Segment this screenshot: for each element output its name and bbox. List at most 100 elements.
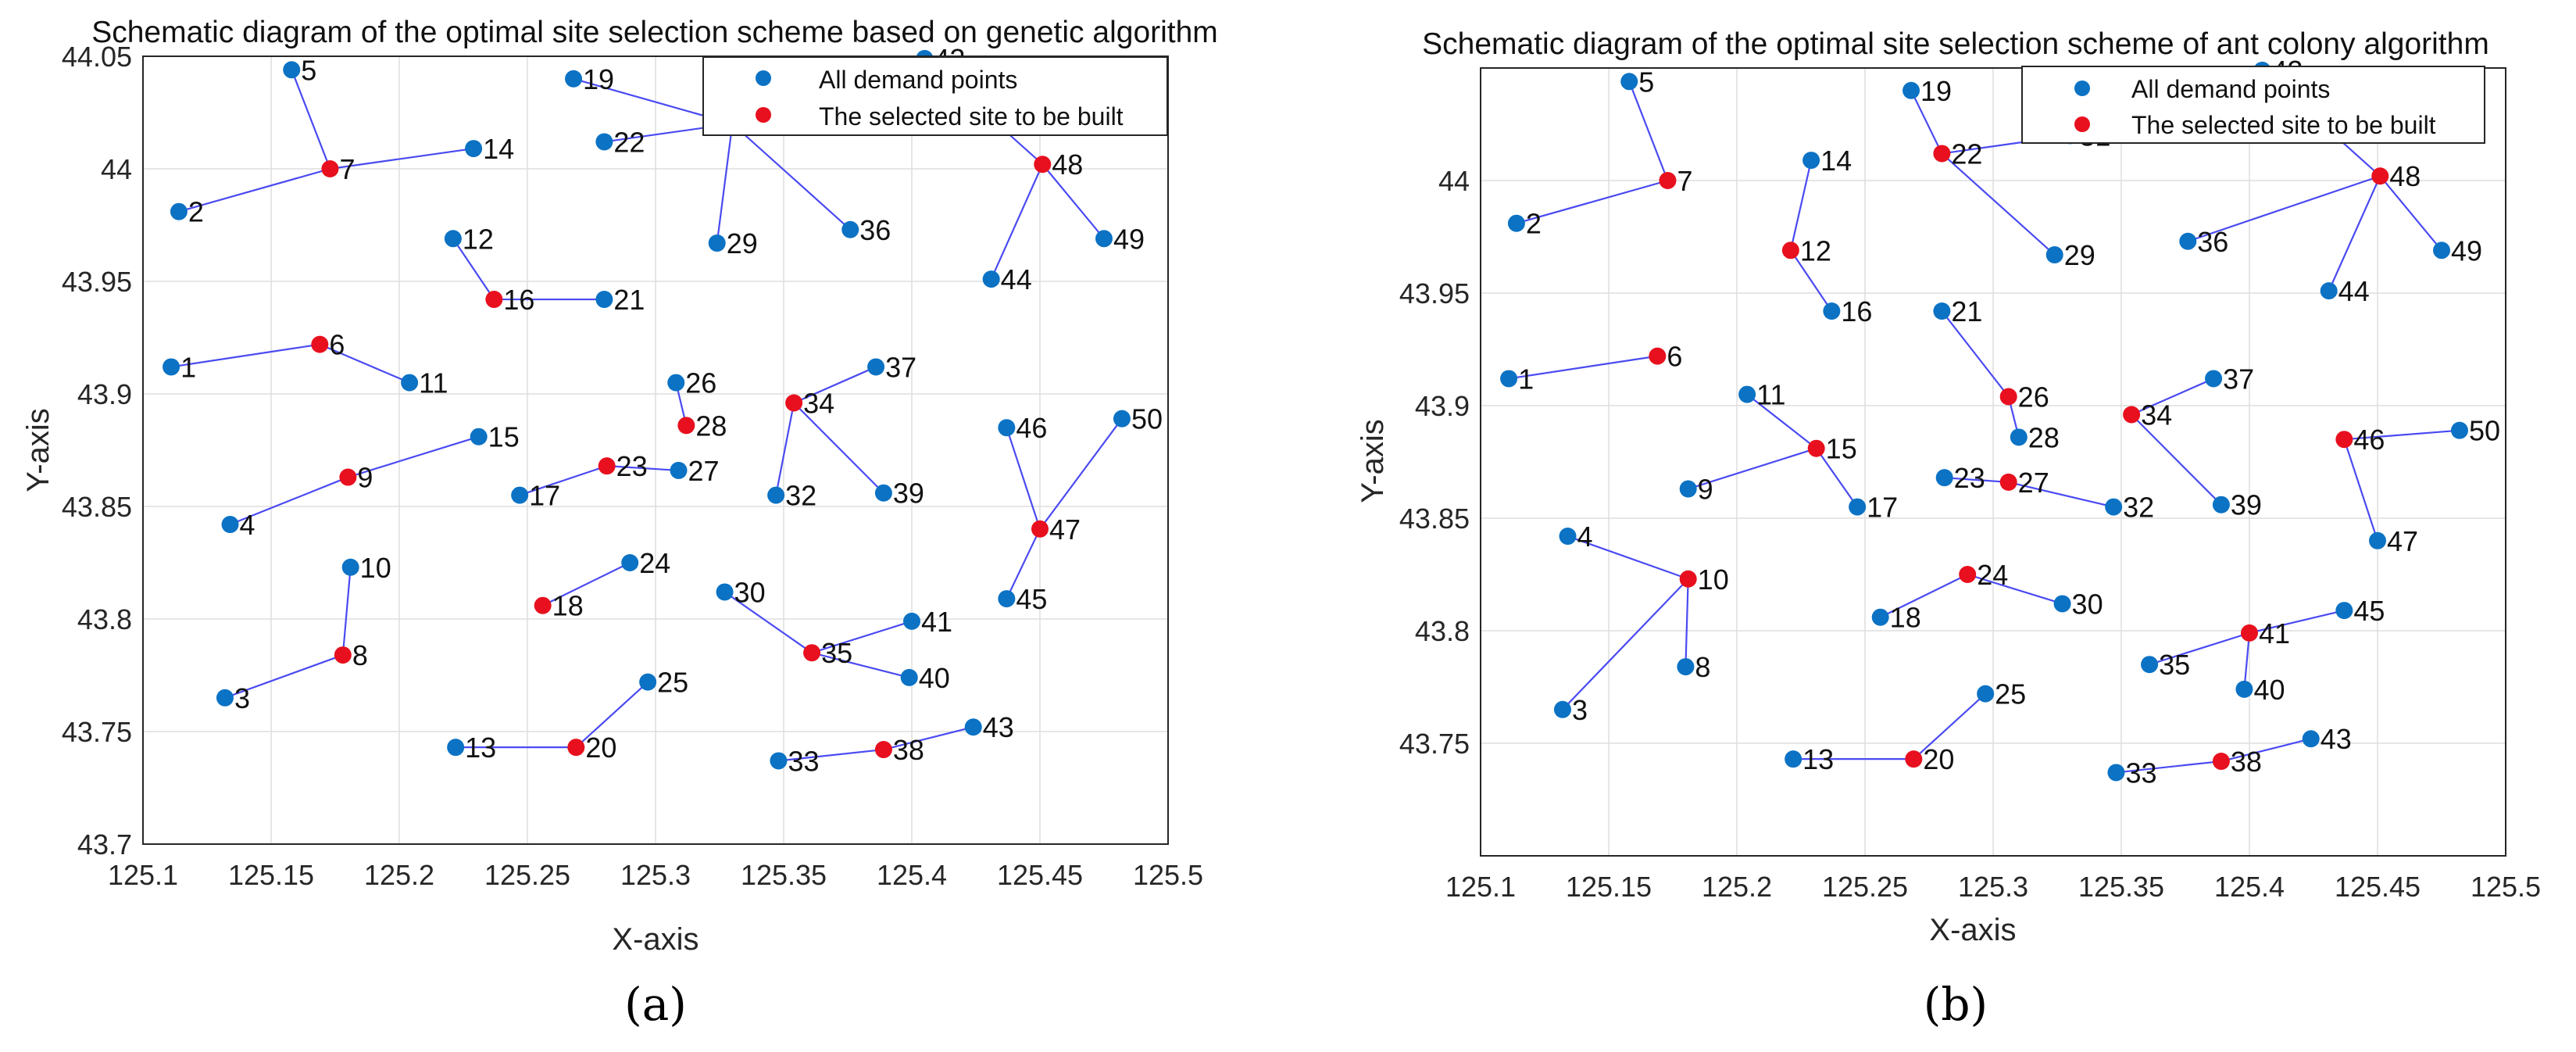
point-label: 15 (1826, 433, 1857, 465)
assignment-link (1944, 477, 2009, 484)
legend-label-demand: All demand points (819, 66, 1017, 94)
point-label: 18 (1890, 602, 1921, 634)
demand-point (1559, 528, 1577, 546)
point-label: 14 (483, 133, 514, 165)
y-axis-label: Y-axis (21, 408, 55, 492)
point-label: 25 (1995, 678, 2026, 710)
legend-marker-demand (756, 70, 771, 86)
assignment-link (1789, 249, 1833, 312)
assignment-link (723, 591, 813, 654)
assignment-link (1508, 355, 1658, 380)
assignment-link (1567, 535, 1689, 580)
chart-title: Schematic diagram of the optimal site se… (91, 16, 1218, 49)
demand-point (1553, 700, 1571, 718)
selected-site-point (1807, 439, 1825, 457)
demand-point (1785, 750, 1802, 768)
point-label: 41 (2259, 617, 2290, 649)
assignment-links (1508, 70, 2460, 774)
point-label: 1 (180, 351, 196, 383)
legend-box (702, 56, 1168, 136)
panel-label-a: (a) (624, 978, 687, 1031)
point-label: 8 (352, 639, 368, 671)
assignment-link (606, 465, 679, 472)
demand-point (1903, 81, 1920, 99)
demand-point (2369, 531, 2386, 549)
point-label: 36 (859, 214, 891, 246)
selected-site-point (1999, 473, 2017, 491)
point-label: 26 (2018, 381, 2049, 413)
point-label: 7 (339, 153, 355, 185)
point-label: 12 (463, 223, 494, 255)
point-label: 49 (1113, 223, 1145, 255)
point-label: 36 (2197, 226, 2228, 258)
assignment-link (2008, 481, 2114, 508)
assignment-link (1562, 578, 1689, 710)
demand-point (767, 486, 785, 504)
assignment-link (2187, 175, 2381, 242)
point-label: 28 (2028, 421, 2060, 453)
y-tick-label: 43.75 (1399, 728, 1470, 760)
point-label: 24 (639, 547, 670, 579)
assignment-link (1516, 179, 1668, 224)
demand-point (670, 461, 688, 479)
y-tick-label: 43.85 (62, 491, 132, 523)
selected-site-point (2371, 167, 2389, 185)
assignment-link (1006, 427, 1041, 530)
demand-point (2302, 730, 2320, 748)
assignment-link (2131, 413, 2222, 506)
legend-marker-selected (2074, 116, 2090, 132)
y-tick-label: 43.95 (1399, 277, 1470, 310)
point-label: 19 (583, 63, 614, 95)
assignment-link (2344, 429, 2460, 441)
point-label: 44 (2338, 275, 2370, 307)
point-label: 6 (1667, 341, 1682, 373)
point-label: 5 (1638, 66, 1654, 98)
assignment-link (319, 343, 410, 384)
point-label: 29 (727, 227, 758, 259)
point-label: 34 (2141, 399, 2172, 431)
y-tick-label: 43.7 (77, 828, 132, 861)
point-label: 4 (240, 509, 255, 541)
point-label: 47 (2387, 525, 2418, 557)
point-label: 12 (1800, 234, 1831, 267)
point-label: 48 (2389, 160, 2421, 192)
selected-site-point (2212, 753, 2230, 771)
demand-point (2335, 602, 2353, 620)
legend-label-selected: The selected site to be built (819, 102, 1124, 131)
point-label: 35 (821, 637, 852, 669)
selected-site-point (1659, 172, 1677, 189)
demand-point (2433, 242, 2450, 259)
demand-point (216, 689, 234, 707)
point-label: 26 (685, 367, 716, 399)
demand-point (2320, 282, 2338, 300)
point-label: 8 (1695, 651, 1710, 683)
demand-point (982, 270, 1000, 288)
point-label: 41 (921, 606, 952, 638)
point-label: 44 (1001, 263, 1032, 295)
selected-site-point (2241, 624, 2258, 642)
x-axis-label: X-axis (1929, 913, 2016, 947)
chart-panel-a: Schematic diagram of the optimal site se… (21, 16, 1218, 1031)
point-label: 32 (2123, 492, 2154, 524)
assignment-link (519, 465, 608, 496)
demand-point (716, 583, 734, 601)
assignment-link (2131, 378, 2214, 416)
point-label: 50 (2469, 415, 2500, 447)
y-tick-label: 43.9 (1415, 390, 1470, 422)
x-tick-label: 125.3 (620, 859, 691, 891)
selected-site-point (1649, 347, 1667, 365)
demand-point (867, 358, 885, 376)
demand-point (667, 374, 685, 392)
point-label: 49 (2451, 234, 2482, 267)
demand-point (1677, 658, 1695, 676)
x-tick-label: 125.3 (1958, 871, 2028, 903)
legend: All demand points The selected site to b… (2021, 66, 2485, 144)
y-tick-labels: 43.7 43.75 43.8 43.85 43.9 43.95 44 44.05 (62, 41, 132, 861)
demand-point (1977, 685, 1995, 703)
data-points: 1234567891011121314151617181920212223242… (163, 43, 1163, 777)
point-label: 45 (1016, 583, 1047, 615)
x-tick-label: 125.1 (1445, 871, 1516, 903)
assignment-link (1628, 81, 1669, 181)
demand-point (444, 230, 462, 248)
demand-point (163, 358, 180, 376)
